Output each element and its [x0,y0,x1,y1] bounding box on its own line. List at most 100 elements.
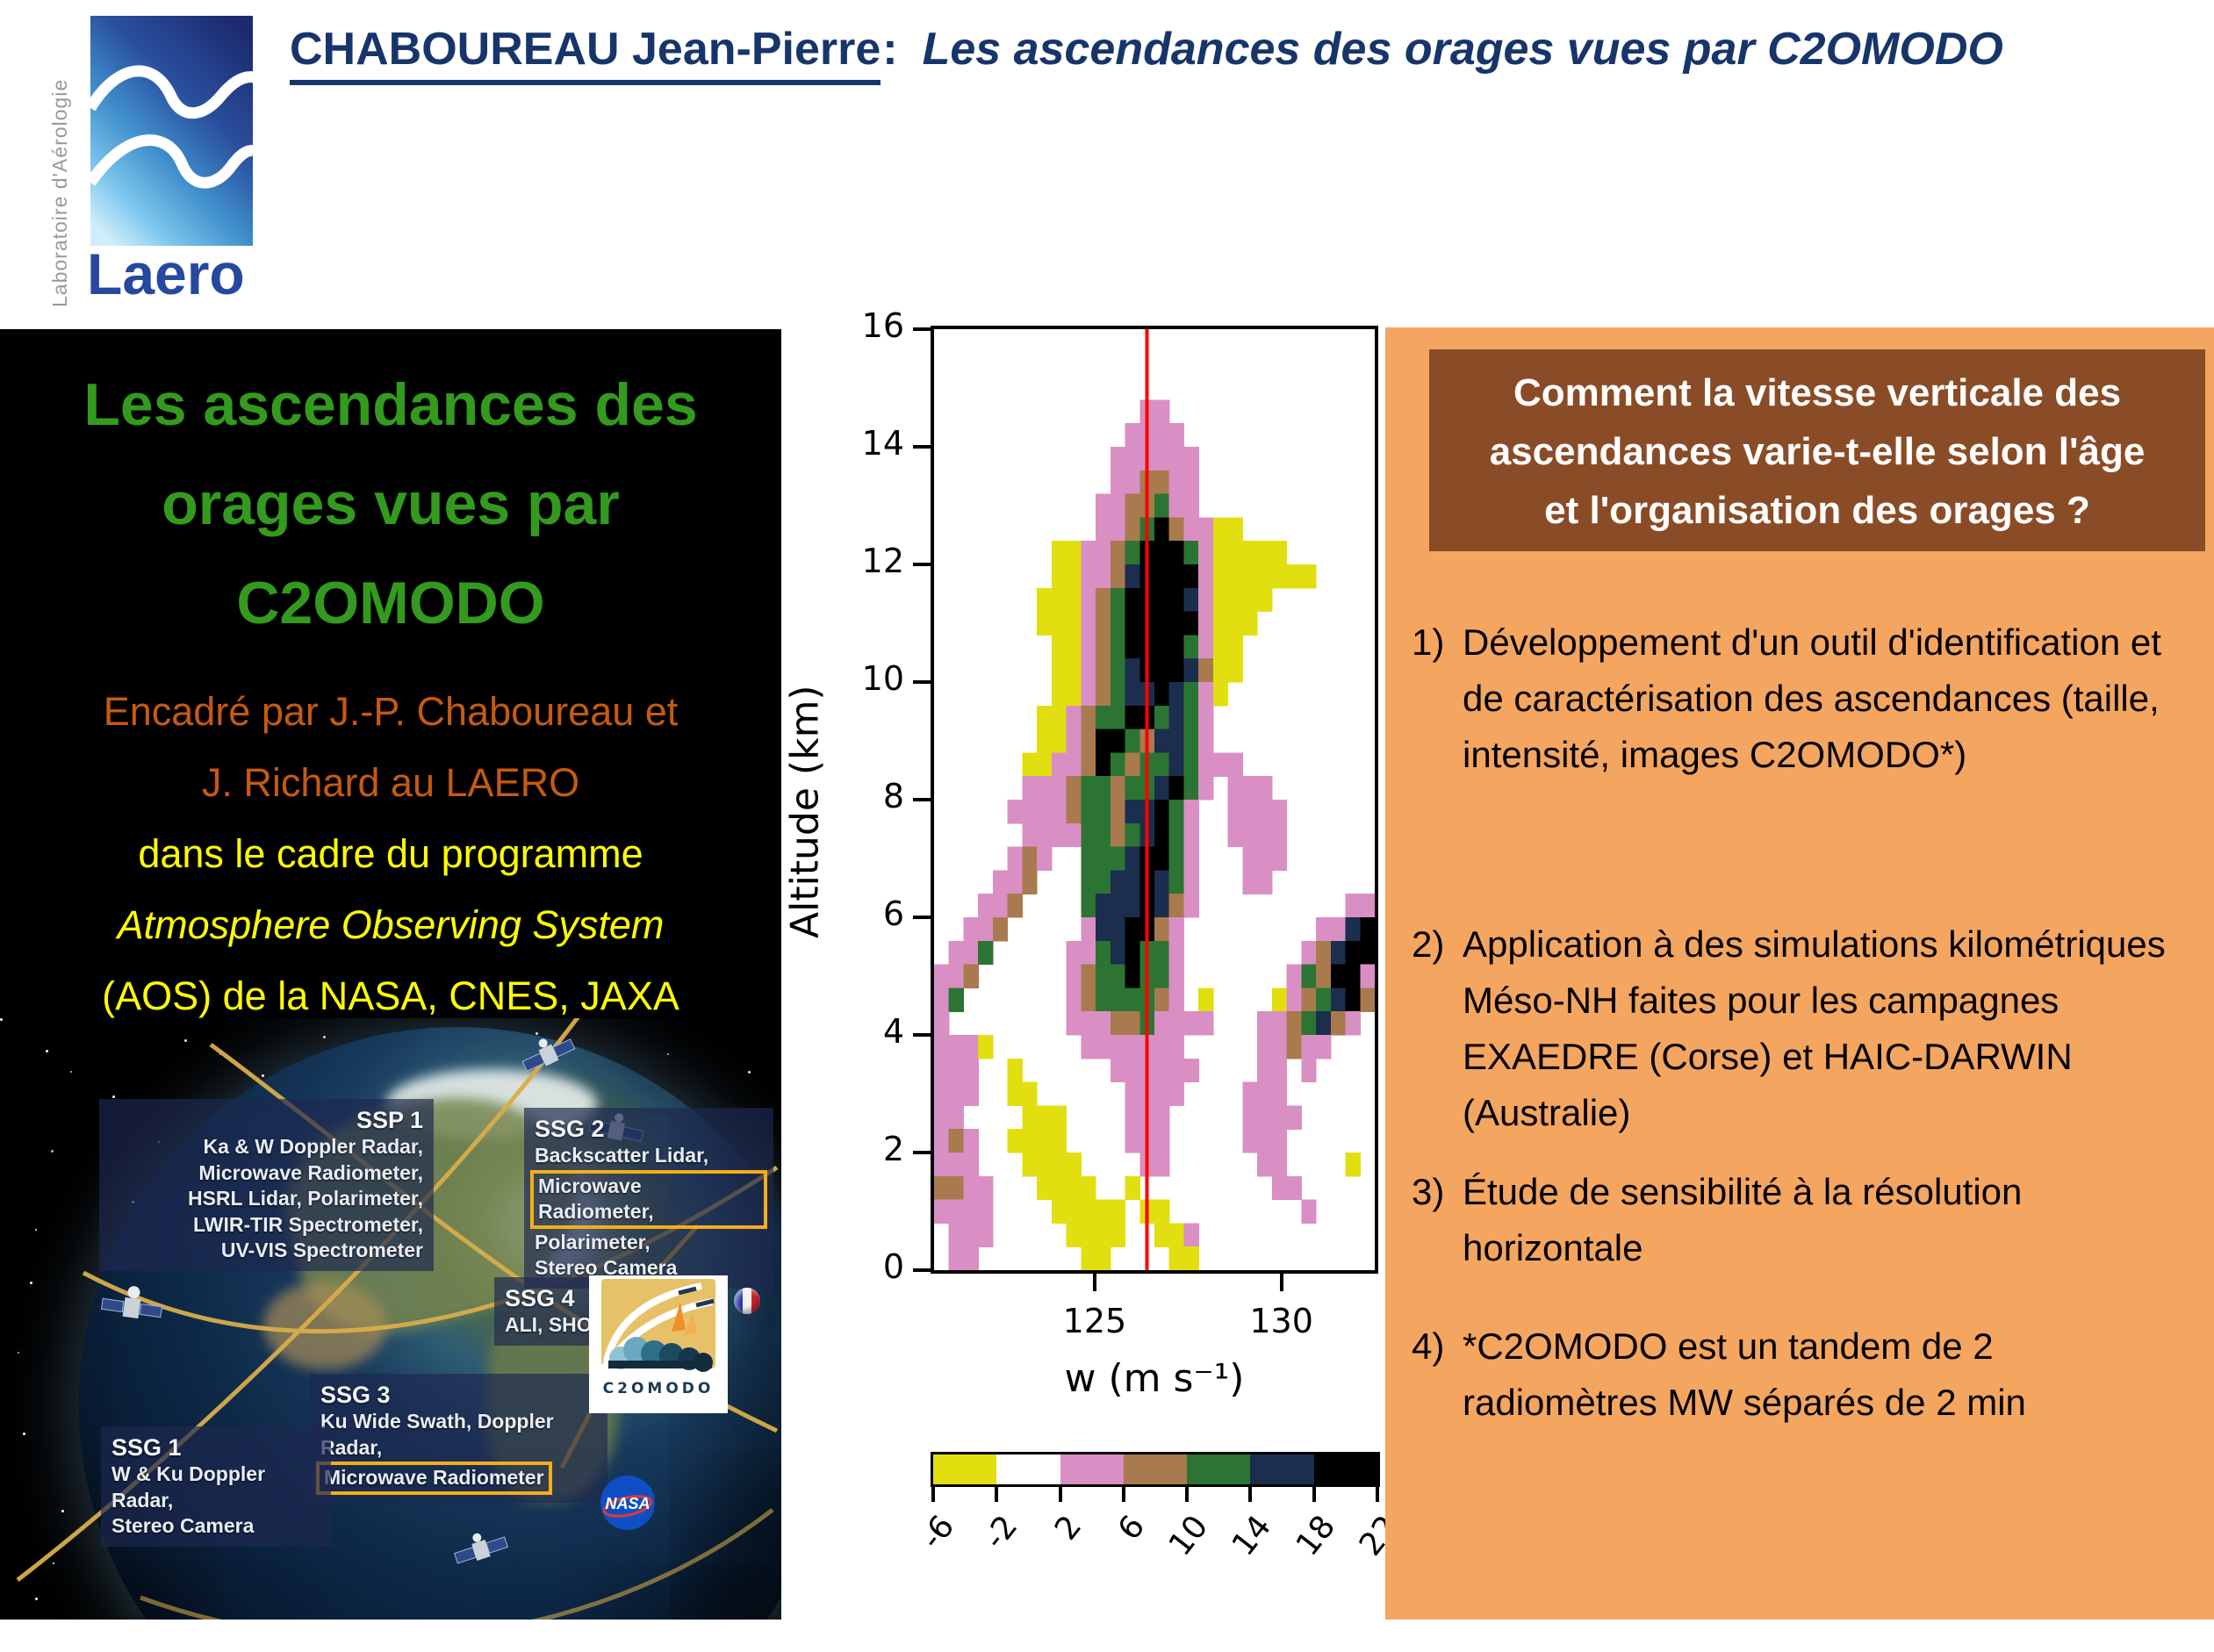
panel-title-line: Les ascendances des [83,371,698,438]
question-line: ascendances varie-t-elle selon l'âge [1489,430,2146,473]
colorbar-tick-label: 18 [1289,1509,1343,1563]
y-tick-mark [913,798,934,801]
y-tick-mark [913,1268,934,1272]
author-name: CHABOUREAU Jean-Pierre [290,24,881,85]
y-tick-mark [913,445,934,449]
instrument-line: Microwave Radiometer, [530,1169,767,1229]
laero-logo-vertical-text: Laboratoire d'Aérologie [48,78,71,307]
colorbar-tick-mark [1312,1484,1316,1502]
y-tick-mark [913,1033,934,1037]
item-number: 3) [1412,1171,1445,1212]
item-text: *C2OMODO est un tandem de 2 radiomètres … [1463,1325,2026,1423]
y-tick-label: 2 [882,1130,904,1168]
panel-title-line: C2OMODO [236,570,545,636]
nasa-logo: NASA [600,1476,655,1530]
item-text: Étude de sensibilité à la résolution hor… [1463,1171,2023,1268]
x-tick-label: 130 [1249,1302,1313,1340]
program-line: dans le cadre du programme [138,831,643,876]
label-ssg2: SSG 2 Backscatter Lidar, Microwave Radiom… [524,1108,773,1289]
y-tick-label: 10 [861,659,904,698]
c2omodo-badge [596,1279,715,1376]
label-ssg3: SSG 3 Ku Wide Swath, Doppler Radar, Micro… [310,1374,607,1503]
instrument-line: Stereo Camera [111,1514,255,1538]
item-text: Développement d'un outil d'identificatio… [1463,621,2161,775]
label-ssg1: SSG 1 W & Ku Doppler Radar, Stereo Camera [101,1426,331,1547]
laero-logo-mark [85,16,255,246]
y-tick-label: 0 [882,1247,904,1286]
supervision-line: J. Richard au LAERO [201,760,580,805]
satellite-name: SSG 1 [111,1434,182,1461]
y-tick-mark [913,680,934,684]
instrument-line: Stereo Camera [535,1256,678,1280]
slide-title: CHABOUREAU Jean-Pierre: Les ascendances d… [290,23,2203,85]
objective-item-3: 3) Étude de sensibilité à la résolution … [1412,1164,2195,1276]
c2omodo-logo: C2OMODO [589,1275,728,1413]
label-ssp1: SSP 1 Ka & W Doppler Radar, Microwave Rad… [99,1099,434,1271]
right-panel: Comment la vitesse verticale des ascenda… [1385,327,2214,1620]
earth-landmass [263,1282,386,1369]
heatmap-cells [934,329,1375,1270]
colorbar-tick-mark [1376,1484,1379,1502]
item-number: 1) [1412,621,1445,663]
x-axis-label: w (m s⁻¹) [1064,1356,1245,1401]
panel-title: Les ascendances des orages vues par C2OM… [0,356,781,653]
colorbar-segment [1123,1454,1188,1484]
satellite-name: SSG 3 [320,1382,391,1408]
france-flag-icon [734,1288,760,1314]
y-tick-label: 4 [882,1012,904,1051]
colorbar-segment [1250,1454,1315,1484]
colorbar-tick-mark [995,1484,999,1502]
colorbar-frame [931,1452,1380,1487]
program-agencies: (AOS) de la NASA, CNES, JAXA [102,973,679,1018]
satellite-name: SSG 4 [505,1285,575,1311]
y-tick-mark [913,327,934,331]
panel-title-line: orages vues par [162,470,620,537]
y-tick-label: 16 [861,306,904,345]
item-text: Application à des simulations kilométriq… [1463,923,2166,1133]
colorbar-segment [1187,1454,1251,1484]
instrument-line: LWIR-TIR Spectrometer, [193,1212,423,1236]
x-tick-label: 125 [1062,1302,1127,1340]
colorbar-tick-mark [1121,1484,1125,1502]
program-text: dans le cadre du programme Atmosphere Ob… [0,818,781,1031]
y-tick-label: 6 [882,894,904,933]
colorbar-tick-label: 14 [1226,1509,1279,1563]
y-tick-mark [913,916,934,919]
colorbar-segment [1313,1454,1378,1484]
y-tick-label: 14 [861,424,904,463]
satellite-name: SSP 1 [356,1107,423,1133]
satellite-name: SSG 2 [535,1116,605,1142]
question-line: Comment la vitesse verticale des [1513,371,2122,414]
laero-logo: Laboratoire d'Aérologie Laero [48,11,268,316]
supervision-line: Encadré par J.-P. Chaboureau et [103,689,679,734]
colorbar-tick-label: -2 [977,1509,1025,1556]
laero-logo-wordmark: Laero [87,241,245,306]
objective-item-1: 1) Développement d'un outil d'identifica… [1412,614,2195,783]
y-tick-mark [913,563,934,566]
instrument-list: Ku Wide Swath, Doppler Radar, Microwave R… [316,1409,597,1495]
item-number: 2) [1412,923,1445,965]
instrument-line: UV-VIS Spectrometer [220,1239,423,1262]
x-tick-mark [1092,1270,1096,1291]
colorbar-tick-label: 6 [1111,1509,1153,1548]
colorbar-tick-mark [1185,1484,1190,1502]
instrument-line: W & Ku Doppler Radar, [111,1462,266,1512]
x-tick-mark [1279,1270,1283,1291]
title-colon: : [882,24,898,75]
instrument-list: Ka & W Doppler Radar, Microwave Radiomete… [110,1134,423,1263]
instrument-list: Backscatter Lidar, Microwave Radiometer, P… [530,1143,767,1281]
instrument-line: Ku Wide Swath, Doppler Radar, [320,1410,554,1459]
instrument-line: Ka & W Doppler Radar, [203,1135,423,1159]
instrument-line: Polarimeter, [535,1230,651,1253]
objective-item-2: 2) Application à des simulations kilomét… [1412,916,2195,1141]
research-question-box: Comment la vitesse verticale des ascenda… [1429,349,2205,551]
colorbar-tick-label: 10 [1161,1509,1216,1563]
y-axis-label: Altitude (km) [782,685,828,939]
aos-constellation-figure: SSP 1 Ka & W Doppler Radar, Microwave Rad… [0,1018,781,1620]
y-tick-label: 12 [861,542,904,580]
item-number: 4) [1412,1325,1445,1367]
instrument-line: Microwave Radiometer, [198,1160,423,1184]
y-tick-mark [913,1151,934,1154]
colorbar-segment [1060,1454,1125,1484]
